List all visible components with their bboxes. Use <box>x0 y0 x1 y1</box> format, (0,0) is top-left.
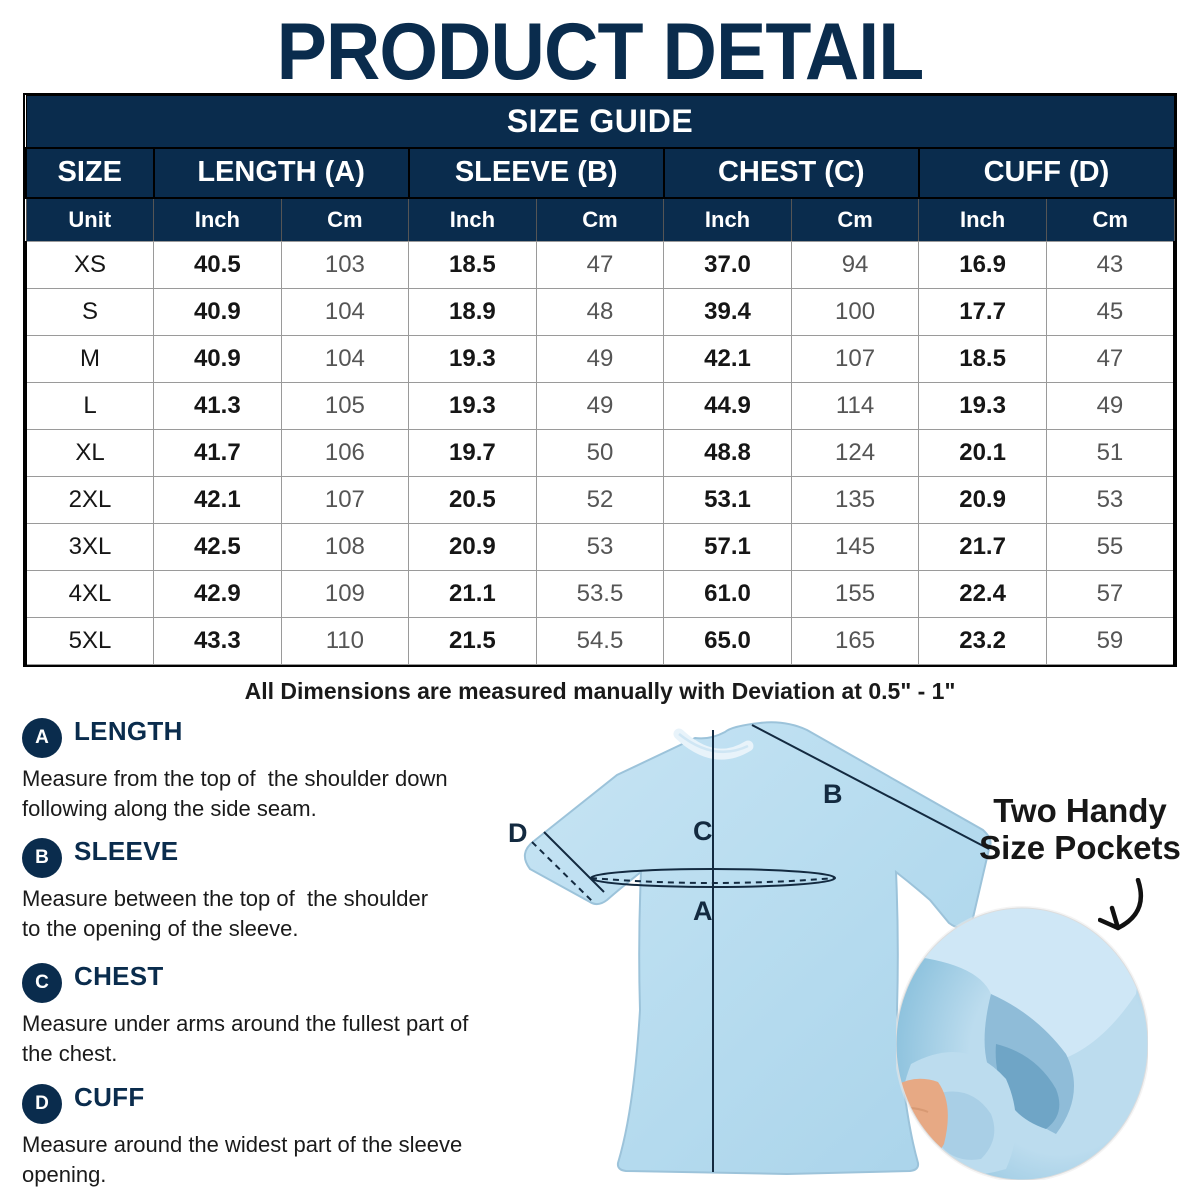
svg-text:D: D <box>508 818 528 848</box>
svg-text:C: C <box>693 816 713 846</box>
svg-text:B: B <box>823 779 843 809</box>
svg-text:A: A <box>693 896 713 926</box>
